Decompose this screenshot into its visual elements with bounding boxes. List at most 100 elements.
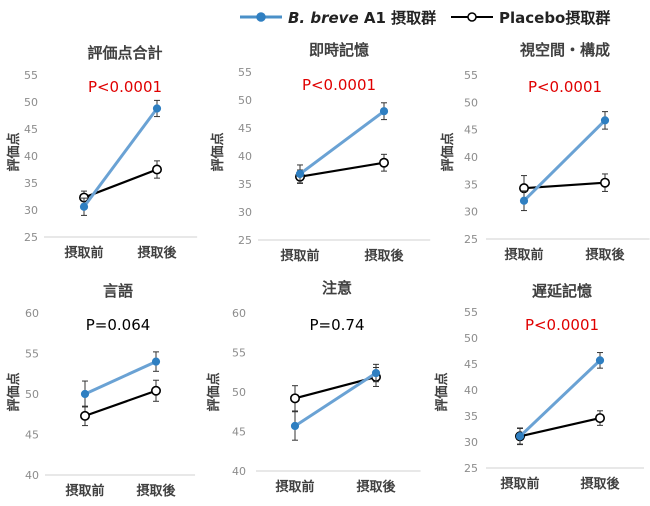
panel6-xtick-2: 摂取後 — [580, 476, 620, 492]
panel4-xtick-2: 摂取後 — [136, 483, 176, 499]
panel2-ytick-45: 45 — [238, 122, 252, 135]
panel1-p-value: P<0.0001 — [88, 78, 162, 96]
legend-item-placebo: Placebo摂取群 — [449, 6, 610, 28]
panel6-ytick-25: 25 — [464, 462, 478, 475]
panel4-ylabel: 評価点 — [6, 372, 22, 411]
panel6-ytick-50: 50 — [464, 332, 478, 345]
panel3-ytick-50: 50 — [464, 96, 478, 109]
legend-marker-breve — [240, 12, 282, 22]
panel6-p-value: P<0.0001 — [525, 316, 599, 334]
panel3-p-value: P<0.0001 — [528, 78, 602, 96]
panel1-placebo-point-2 — [152, 164, 163, 175]
panel5-breve-point-2 — [371, 368, 381, 378]
panel4-placebo-point-1 — [80, 410, 91, 421]
panel2-title: 即時記憶 — [309, 41, 369, 59]
panel1-ytick-50: 50 — [24, 96, 38, 109]
panel1-placebo-line — [83, 168, 158, 199]
panel4-placebo-point-2 — [151, 385, 162, 396]
panel5-ytick-55: 55 — [232, 347, 246, 360]
panel1-breve-point-1 — [79, 202, 89, 211]
panel3-ytick-55: 55 — [464, 69, 478, 82]
panel2-placebo-point-2 — [378, 157, 389, 168]
panel1-xtick-2: 摂取後 — [137, 245, 177, 261]
legend-label-placebo: Placebo摂取群 — [499, 8, 611, 27]
panel4-ytick-55: 55 — [25, 348, 39, 361]
panel2-xtick-2: 摂取後 — [364, 248, 404, 264]
panel5-xtick-1: 摂取前 — [275, 479, 314, 495]
panel3-ytick-30: 30 — [464, 206, 478, 219]
panel2-breve-line — [299, 109, 385, 176]
panel3-placebo-point-2 — [599, 177, 610, 188]
panel3-xtick-2: 摂取後 — [585, 247, 625, 263]
panel3-ytick-35: 35 — [464, 178, 478, 191]
panel3-ylabel: 評価点 — [440, 132, 456, 171]
panel4-p-value: P=0.064 — [86, 316, 151, 334]
panel1-title: 評価点合計 — [87, 44, 162, 62]
panel6-placebo-line — [519, 417, 601, 438]
panel2-xtick-1: 摂取前 — [280, 248, 319, 264]
panel5-ytick-50: 50 — [232, 386, 246, 399]
panel5-ytick-60: 60 — [232, 307, 246, 320]
panel4-breve-point-1 — [80, 389, 90, 399]
panel6-title: 遅延記憶 — [532, 282, 592, 300]
panel6-ytick-55: 55 — [464, 306, 478, 319]
panel3-breve-point-1 — [519, 196, 529, 205]
panel3-breve-point-2 — [600, 116, 610, 125]
panel2-placebo-line — [299, 161, 385, 178]
panel3-title: 視空間・構成 — [519, 41, 610, 59]
panel6-ylabel: 評価点 — [434, 372, 450, 411]
panel1-ytick-55: 55 — [24, 69, 38, 82]
panel1-ytick-30: 30 — [24, 204, 38, 217]
panel6-ytick-40: 40 — [464, 384, 478, 397]
panel6-ytick-45: 45 — [464, 358, 478, 371]
panel2-ytick-55: 55 — [238, 66, 252, 79]
panel5-ytick-40: 40 — [232, 465, 246, 478]
legend-marker-placebo — [451, 12, 493, 22]
panel2-p-value: P<0.0001 — [302, 76, 376, 94]
panel6-ytick-35: 35 — [464, 410, 478, 423]
panel4-xtick-1: 摂取前 — [65, 483, 104, 499]
panel5-breve-line — [294, 371, 377, 428]
panel2-breve-point-2 — [379, 107, 389, 116]
panel3-xtick-1: 摂取前 — [504, 247, 543, 263]
panel1-ylabel: 評価点 — [6, 132, 22, 171]
panel2-ytick-40: 40 — [238, 150, 252, 163]
panel2-ytick-30: 30 — [238, 206, 252, 219]
panel2-ylabel: 評価点 — [210, 132, 226, 171]
panel4-title: 言語 — [103, 282, 133, 300]
panel2-ytick-35: 35 — [238, 178, 252, 191]
panel4-ytick-45: 45 — [25, 429, 39, 442]
panel1-breve-point-2 — [152, 104, 162, 113]
panel5-placebo-point-1 — [289, 393, 300, 404]
panel1-ytick-40: 40 — [24, 150, 38, 163]
panel5-breve-point-1 — [290, 421, 300, 431]
panel3-breve-line — [522, 119, 607, 202]
legend-item-breve: B. breve A1 摂取群 — [238, 6, 436, 28]
panel1-ytick-25: 25 — [24, 231, 38, 244]
panel4-ytick-60: 60 — [25, 307, 39, 320]
panel5-ylabel: 評価点 — [206, 372, 222, 411]
panel4-ytick-40: 40 — [25, 469, 39, 482]
panel3-ytick-45: 45 — [464, 124, 478, 137]
legend: B. breve A1 摂取群 Placebo摂取群 — [0, 0, 650, 36]
panel3-ytick-25: 25 — [464, 233, 478, 246]
panel6-breve-line — [518, 359, 602, 438]
panel4-placebo-line — [84, 389, 157, 417]
panel4-breve-point-2 — [151, 357, 161, 366]
panel6-xtick-1: 摂取前 — [500, 476, 539, 492]
panel1-ytick-35: 35 — [24, 177, 38, 190]
panel1-ytick-45: 45 — [24, 123, 38, 136]
legend-label-breve: B. breve A1 摂取群 — [288, 8, 437, 27]
panel1-breve-line — [82, 107, 159, 208]
panel5-ytick-45: 45 — [232, 426, 246, 439]
panel5-title: 注意 — [322, 279, 352, 297]
panel6-ytick-30: 30 — [464, 436, 478, 449]
panel1-xtick-1: 摂取前 — [64, 245, 103, 261]
panel2-breve-point-1 — [295, 169, 305, 179]
panel6-breve-point-1 — [515, 432, 525, 441]
panel5-p-value: P=0.74 — [309, 316, 364, 334]
panel4-breve-line — [84, 360, 157, 396]
panel5-xtick-2: 摂取後 — [356, 479, 396, 495]
panel6-breve-point-2 — [595, 356, 605, 365]
